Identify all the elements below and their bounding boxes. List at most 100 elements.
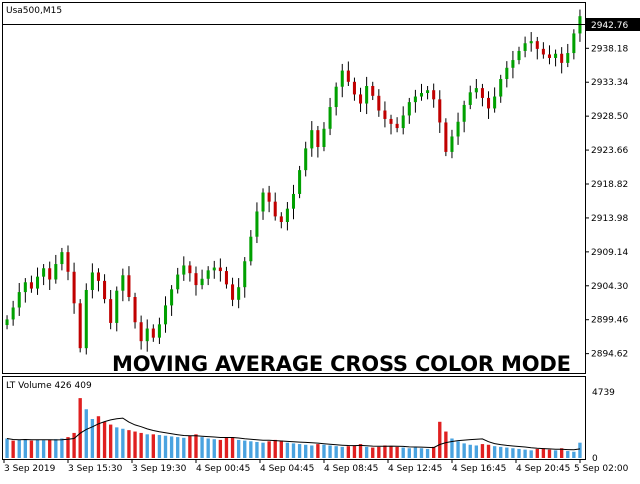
candle-down bbox=[371, 86, 375, 96]
candle-up bbox=[401, 115, 405, 129]
candle-up bbox=[322, 128, 326, 147]
volume-bar bbox=[279, 440, 283, 458]
volume-bar bbox=[66, 437, 70, 458]
volume-bar bbox=[559, 448, 564, 458]
volume-bar bbox=[389, 446, 393, 458]
volume-bar bbox=[383, 445, 387, 458]
volume-bar bbox=[499, 446, 503, 458]
candle-up bbox=[365, 86, 369, 104]
volume-bar bbox=[188, 435, 192, 458]
volume-bar bbox=[243, 440, 247, 458]
volume-bar bbox=[444, 431, 448, 458]
candle-up bbox=[474, 88, 478, 93]
candle-up bbox=[304, 148, 308, 171]
price-tick-label: 2923.66 bbox=[591, 146, 628, 156]
volume-bar bbox=[553, 450, 558, 458]
volume-bar bbox=[84, 409, 88, 458]
candle-down bbox=[103, 280, 107, 300]
candle-up bbox=[54, 264, 58, 280]
candle-down bbox=[109, 299, 113, 323]
volume-bar bbox=[316, 444, 320, 458]
volume-bar bbox=[511, 448, 515, 458]
volume-bar bbox=[78, 398, 82, 458]
volume-bar bbox=[96, 416, 101, 458]
volume-bar bbox=[157, 435, 162, 458]
volume-bar bbox=[377, 446, 381, 458]
volume-bar bbox=[212, 439, 216, 458]
volume-bar bbox=[29, 440, 34, 458]
candle-up bbox=[35, 276, 40, 289]
volume-bar bbox=[401, 447, 405, 458]
candle-down bbox=[267, 192, 271, 202]
volume-bar bbox=[182, 437, 186, 458]
volume-bars bbox=[5, 398, 582, 458]
volume-bar bbox=[23, 439, 28, 458]
volume-bar bbox=[371, 447, 375, 458]
volume-bar bbox=[115, 427, 119, 458]
volume-bar bbox=[255, 441, 259, 458]
volume-bar bbox=[535, 448, 539, 458]
volume-bar bbox=[35, 439, 40, 458]
candle-down bbox=[29, 282, 33, 289]
candle-up bbox=[255, 211, 259, 237]
volume-panel-title: LT Volume 426 409 bbox=[6, 381, 92, 391]
price-tick-label: 2918.82 bbox=[591, 180, 628, 190]
volume-bar bbox=[438, 421, 442, 458]
candle-up bbox=[566, 53, 570, 63]
volume-bar bbox=[517, 448, 521, 458]
price-candles bbox=[5, 9, 582, 355]
time-tick-label: 5 Sep 02:00 bbox=[574, 464, 629, 474]
volume-bar bbox=[413, 447, 418, 458]
candle-down bbox=[127, 275, 131, 297]
candle-up bbox=[499, 79, 503, 97]
candle-up bbox=[407, 102, 411, 116]
candle-up bbox=[413, 96, 417, 103]
candle-up bbox=[261, 192, 265, 212]
volume-bar bbox=[72, 432, 76, 458]
volume-y-axis: 4739 0 bbox=[592, 388, 615, 464]
candle-up bbox=[237, 287, 241, 300]
volume-bar bbox=[224, 437, 229, 458]
candle-down bbox=[377, 95, 381, 111]
candle-up bbox=[176, 274, 180, 290]
candle-up bbox=[310, 130, 314, 149]
volume-bar bbox=[194, 434, 198, 458]
candle-down bbox=[151, 328, 155, 338]
candle-down bbox=[72, 271, 76, 304]
volume-bar bbox=[492, 446, 497, 458]
volume-bar bbox=[322, 444, 326, 458]
volume-bar bbox=[5, 438, 9, 458]
candle-up bbox=[554, 53, 558, 58]
volume-bar bbox=[358, 444, 363, 458]
volume-bar bbox=[230, 437, 235, 458]
candle-up bbox=[145, 328, 149, 342]
candle-up bbox=[182, 265, 186, 275]
time-axis: 3 Sep 2019 3 Sep 15:30 3 Sep 19:30 4 Sep 00… bbox=[3, 460, 629, 474]
volume-bar bbox=[261, 442, 265, 458]
volume-bar bbox=[11, 440, 15, 458]
symbol-title: Usa500,M15 bbox=[6, 6, 62, 16]
candle-up bbox=[462, 104, 466, 122]
candle-up bbox=[249, 236, 253, 262]
volume-bar bbox=[450, 438, 454, 458]
candle-down bbox=[352, 81, 356, 95]
candle-up bbox=[505, 67, 509, 80]
candle-up bbox=[115, 290, 119, 323]
candle-up bbox=[572, 33, 576, 54]
volume-bar bbox=[310, 445, 314, 458]
time-tick-label: 3 Sep 2019 bbox=[4, 464, 56, 474]
volume-bar bbox=[108, 424, 113, 458]
volume-ma-line bbox=[6, 417, 581, 451]
candle-up bbox=[517, 50, 521, 61]
candle-up bbox=[163, 305, 168, 325]
candle-down bbox=[66, 252, 70, 272]
candle-up bbox=[511, 60, 515, 68]
volume-bar bbox=[273, 439, 277, 458]
volume-bar bbox=[54, 439, 58, 458]
volume-bar bbox=[364, 446, 369, 458]
volume-bar bbox=[419, 448, 424, 458]
volume-bar bbox=[169, 436, 174, 458]
candle-down bbox=[273, 201, 277, 217]
